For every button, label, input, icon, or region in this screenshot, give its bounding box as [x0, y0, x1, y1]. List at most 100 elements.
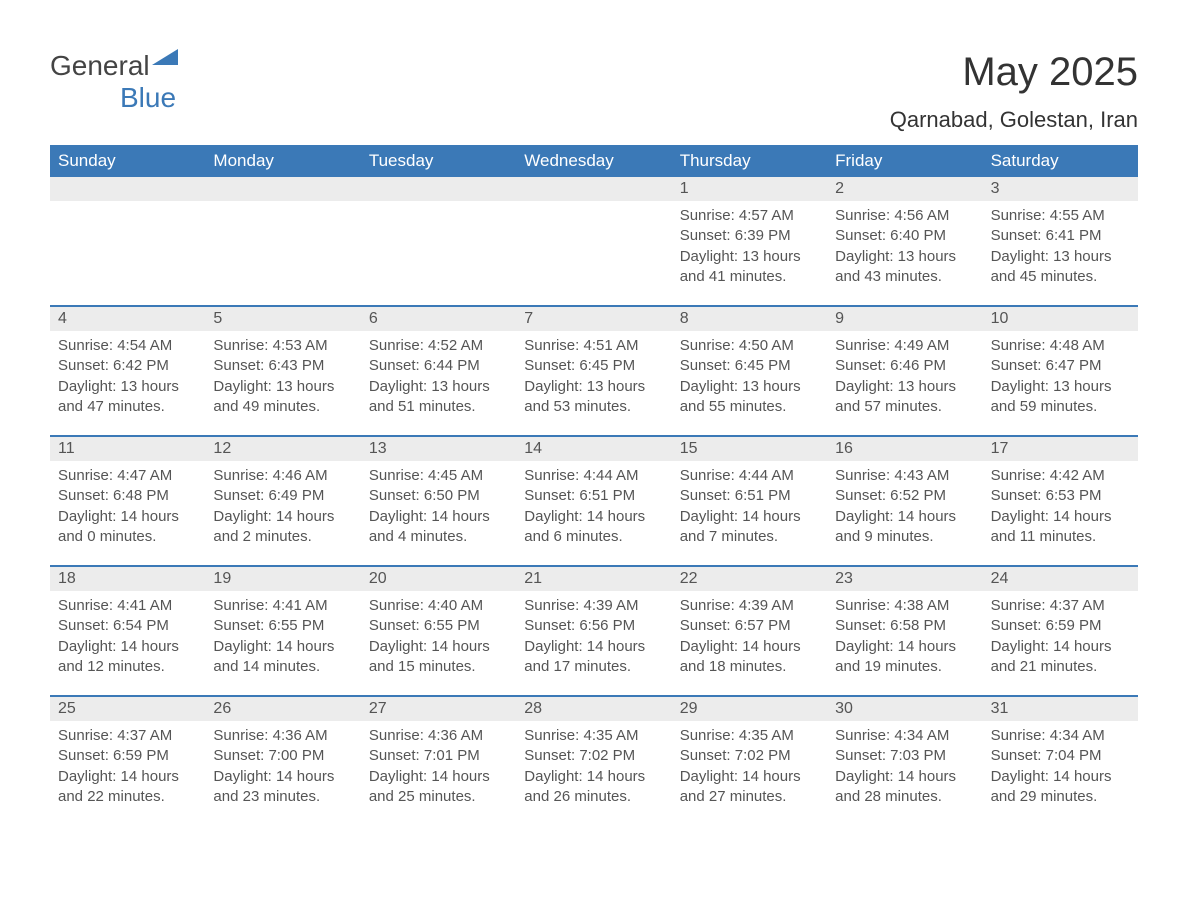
daylight-line1: Daylight: 14 hours: [991, 767, 1130, 787]
calendar-day: 31Sunrise: 4:34 AMSunset: 7:04 PMDayligh…: [983, 697, 1138, 825]
daylight-line2: and 57 minutes.: [835, 397, 974, 417]
day-body: Sunrise: 4:43 AMSunset: 6:52 PMDaylight:…: [827, 461, 982, 547]
title-block: May 2025 Qarnabad, Golestan, Iran: [890, 50, 1138, 133]
logo-triangle-icon: [152, 49, 178, 65]
calendar-day: 17Sunrise: 4:42 AMSunset: 6:53 PMDayligh…: [983, 437, 1138, 565]
daylight-line2: and 9 minutes.: [835, 527, 974, 547]
calendar-day: 21Sunrise: 4:39 AMSunset: 6:56 PMDayligh…: [516, 567, 671, 695]
day-body: [516, 201, 671, 261]
sunrise-text: Sunrise: 4:44 AM: [680, 466, 819, 486]
logo: General Blue: [50, 50, 178, 114]
weekday-header: Tuesday: [361, 145, 516, 177]
calendar-day: 16Sunrise: 4:43 AMSunset: 6:52 PMDayligh…: [827, 437, 982, 565]
calendar-day: 26Sunrise: 4:36 AMSunset: 7:00 PMDayligh…: [205, 697, 360, 825]
calendar-day: 22Sunrise: 4:39 AMSunset: 6:57 PMDayligh…: [672, 567, 827, 695]
sunrise-text: Sunrise: 4:50 AM: [680, 336, 819, 356]
day-number: [50, 177, 205, 201]
day-body: Sunrise: 4:39 AMSunset: 6:56 PMDaylight:…: [516, 591, 671, 677]
sunrise-text: Sunrise: 4:45 AM: [369, 466, 508, 486]
daylight-line2: and 0 minutes.: [58, 527, 197, 547]
day-body: [50, 201, 205, 261]
sunrise-text: Sunrise: 4:34 AM: [991, 726, 1130, 746]
day-number: 24: [983, 567, 1138, 591]
day-number: 6: [361, 307, 516, 331]
day-number: 22: [672, 567, 827, 591]
calendar-day: [50, 177, 205, 305]
daylight-line2: and 2 minutes.: [213, 527, 352, 547]
day-body: Sunrise: 4:47 AMSunset: 6:48 PMDaylight:…: [50, 461, 205, 547]
sunset-text: Sunset: 6:58 PM: [835, 616, 974, 636]
calendar-day: 1Sunrise: 4:57 AMSunset: 6:39 PMDaylight…: [672, 177, 827, 305]
sunrise-text: Sunrise: 4:37 AM: [991, 596, 1130, 616]
weekday-header: Monday: [205, 145, 360, 177]
day-number: 2: [827, 177, 982, 201]
calendar-week: 11Sunrise: 4:47 AMSunset: 6:48 PMDayligh…: [50, 435, 1138, 565]
sunset-text: Sunset: 7:03 PM: [835, 746, 974, 766]
calendar-week: 25Sunrise: 4:37 AMSunset: 6:59 PMDayligh…: [50, 695, 1138, 825]
daylight-line1: Daylight: 13 hours: [369, 377, 508, 397]
daylight-line1: Daylight: 14 hours: [524, 507, 663, 527]
day-number: 14: [516, 437, 671, 461]
day-body: Sunrise: 4:37 AMSunset: 6:59 PMDaylight:…: [983, 591, 1138, 677]
calendar-day: [361, 177, 516, 305]
calendar-day: 2Sunrise: 4:56 AMSunset: 6:40 PMDaylight…: [827, 177, 982, 305]
sunrise-text: Sunrise: 4:53 AM: [213, 336, 352, 356]
sunset-text: Sunset: 6:51 PM: [680, 486, 819, 506]
daylight-line1: Daylight: 14 hours: [213, 507, 352, 527]
calendar-day: 24Sunrise: 4:37 AMSunset: 6:59 PMDayligh…: [983, 567, 1138, 695]
sunset-text: Sunset: 6:56 PM: [524, 616, 663, 636]
sunrise-text: Sunrise: 4:34 AM: [835, 726, 974, 746]
daylight-line2: and 28 minutes.: [835, 787, 974, 807]
daylight-line1: Daylight: 13 hours: [680, 247, 819, 267]
sunset-text: Sunset: 6:42 PM: [58, 356, 197, 376]
daylight-line1: Daylight: 14 hours: [680, 637, 819, 657]
calendar-week: 4Sunrise: 4:54 AMSunset: 6:42 PMDaylight…: [50, 305, 1138, 435]
daylight-line1: Daylight: 13 hours: [835, 377, 974, 397]
daylight-line1: Daylight: 13 hours: [991, 377, 1130, 397]
daylight-line2: and 26 minutes.: [524, 787, 663, 807]
daylight-line1: Daylight: 13 hours: [58, 377, 197, 397]
sunrise-text: Sunrise: 4:56 AM: [835, 206, 974, 226]
day-body: Sunrise: 4:36 AMSunset: 7:01 PMDaylight:…: [361, 721, 516, 807]
daylight-line2: and 7 minutes.: [680, 527, 819, 547]
weekday-header: Sunday: [50, 145, 205, 177]
day-number: [361, 177, 516, 201]
weekday-header: Thursday: [672, 145, 827, 177]
daylight-line1: Daylight: 13 hours: [213, 377, 352, 397]
daylight-line2: and 43 minutes.: [835, 267, 974, 287]
day-body: Sunrise: 4:39 AMSunset: 6:57 PMDaylight:…: [672, 591, 827, 677]
day-number: 23: [827, 567, 982, 591]
day-body: Sunrise: 4:50 AMSunset: 6:45 PMDaylight:…: [672, 331, 827, 417]
sunset-text: Sunset: 6:59 PM: [991, 616, 1130, 636]
daylight-line2: and 49 minutes.: [213, 397, 352, 417]
day-number: 8: [672, 307, 827, 331]
calendar-day: 14Sunrise: 4:44 AMSunset: 6:51 PMDayligh…: [516, 437, 671, 565]
daylight-line2: and 11 minutes.: [991, 527, 1130, 547]
day-body: Sunrise: 4:36 AMSunset: 7:00 PMDaylight:…: [205, 721, 360, 807]
calendar-day: 3Sunrise: 4:55 AMSunset: 6:41 PMDaylight…: [983, 177, 1138, 305]
day-body: Sunrise: 4:34 AMSunset: 7:03 PMDaylight:…: [827, 721, 982, 807]
sunset-text: Sunset: 7:02 PM: [680, 746, 819, 766]
calendar-day: 20Sunrise: 4:40 AMSunset: 6:55 PMDayligh…: [361, 567, 516, 695]
calendar-day: [205, 177, 360, 305]
weekday-header: Friday: [827, 145, 982, 177]
daylight-line1: Daylight: 14 hours: [991, 637, 1130, 657]
daylight-line1: Daylight: 13 hours: [524, 377, 663, 397]
sunrise-text: Sunrise: 4:40 AM: [369, 596, 508, 616]
sunrise-text: Sunrise: 4:43 AM: [835, 466, 974, 486]
sunset-text: Sunset: 6:59 PM: [58, 746, 197, 766]
daylight-line1: Daylight: 14 hours: [991, 507, 1130, 527]
day-number: 15: [672, 437, 827, 461]
day-number: 26: [205, 697, 360, 721]
daylight-line1: Daylight: 13 hours: [680, 377, 819, 397]
day-body: [361, 201, 516, 261]
daylight-line2: and 15 minutes.: [369, 657, 508, 677]
daylight-line2: and 55 minutes.: [680, 397, 819, 417]
day-number: 5: [205, 307, 360, 331]
daylight-line2: and 4 minutes.: [369, 527, 508, 547]
sunset-text: Sunset: 6:50 PM: [369, 486, 508, 506]
calendar-day: 23Sunrise: 4:38 AMSunset: 6:58 PMDayligh…: [827, 567, 982, 695]
day-number: 17: [983, 437, 1138, 461]
calendar-day: 28Sunrise: 4:35 AMSunset: 7:02 PMDayligh…: [516, 697, 671, 825]
day-body: Sunrise: 4:51 AMSunset: 6:45 PMDaylight:…: [516, 331, 671, 417]
